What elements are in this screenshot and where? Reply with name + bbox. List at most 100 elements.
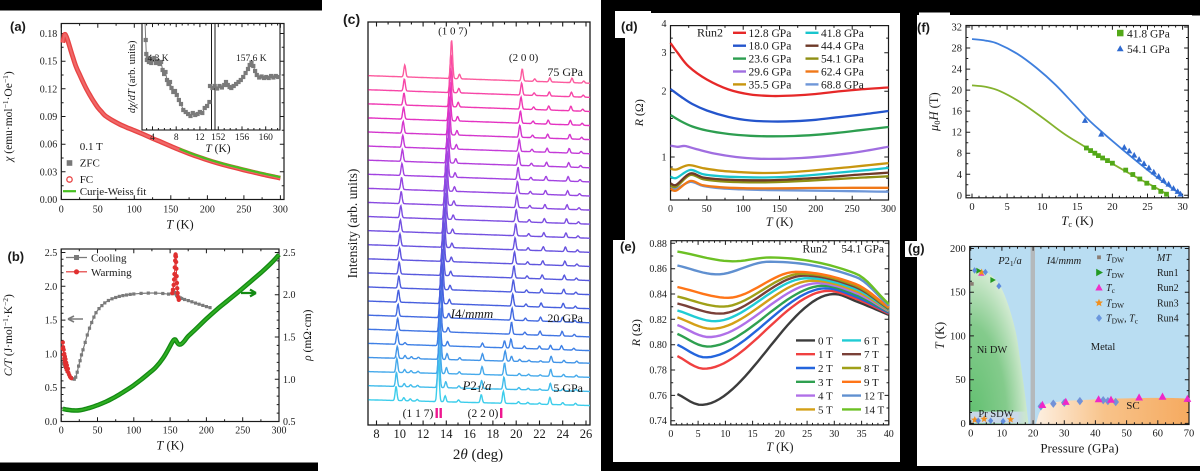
svg-text:4: 4 — [150, 133, 155, 143]
svg-text:150: 150 — [950, 288, 966, 299]
svg-text:(e): (e) — [620, 239, 636, 254]
svg-text:2.5: 2.5 — [283, 248, 296, 259]
svg-text:0: 0 — [968, 429, 973, 440]
svg-text:T (K): T (K) — [166, 218, 193, 232]
svg-text:0.18: 0.18 — [40, 29, 58, 40]
svg-text:50: 50 — [955, 375, 966, 386]
svg-text:70: 70 — [1184, 429, 1195, 440]
svg-text:12: 12 — [417, 427, 430, 441]
svg-text:20: 20 — [775, 429, 785, 440]
svg-text:0.78: 0.78 — [649, 366, 667, 377]
svg-text:Run1: Run1 — [1157, 268, 1179, 279]
svg-text:0.12: 0.12 — [40, 84, 58, 95]
svg-text:T (K): T (K) — [156, 439, 183, 453]
svg-text:4: 4 — [957, 170, 963, 181]
svg-text:(d): (d) — [621, 19, 638, 34]
svg-text:TDW: TDW — [1106, 268, 1125, 280]
svg-text:I4/mmm: I4/mmm — [450, 306, 494, 321]
svg-text:SC: SC — [1126, 400, 1139, 412]
svg-text:23.6 GPa: 23.6 GPa — [749, 54, 792, 66]
svg-text:T (K): T (K) — [766, 440, 793, 454]
svg-text:5: 5 — [1004, 202, 1009, 213]
svg-text:Run2: Run2 — [697, 26, 723, 40]
svg-text:1.0: 1.0 — [283, 375, 296, 386]
svg-text:50: 50 — [93, 205, 103, 216]
svg-text:0.5: 0.5 — [45, 383, 58, 394]
svg-text:0: 0 — [957, 191, 962, 202]
svg-text:2.5: 2.5 — [45, 248, 58, 259]
svg-text:100: 100 — [127, 205, 142, 216]
svg-text:9 T: 9 T — [864, 377, 879, 389]
svg-text:250: 250 — [236, 205, 251, 216]
svg-text:0: 0 — [668, 429, 673, 440]
svg-text:TDW: TDW — [1106, 298, 1125, 310]
svg-text:24: 24 — [952, 65, 963, 76]
svg-text:150: 150 — [163, 426, 178, 437]
svg-text:8 T: 8 T — [864, 363, 879, 375]
svg-text:Cooling: Cooling — [91, 253, 127, 265]
svg-text:152: 152 — [211, 133, 226, 143]
svg-text:(a): (a) — [10, 19, 26, 34]
svg-text:3: 3 — [662, 48, 667, 59]
svg-text:4.3 K: 4.3 K — [148, 54, 169, 64]
svg-text:ρ (mΩ·cm): ρ (mΩ·cm) — [302, 309, 314, 362]
svg-text:41.8 GPa: 41.8 GPa — [821, 28, 864, 40]
svg-text:0.88: 0.88 — [649, 239, 667, 250]
svg-text:Run3: Run3 — [1157, 298, 1179, 309]
svg-text:8: 8 — [957, 149, 962, 160]
svg-text:T (K): T (K) — [766, 215, 793, 229]
svg-text:4: 4 — [662, 19, 667, 30]
svg-text:ZFC: ZFC — [80, 158, 100, 170]
svg-text:8: 8 — [373, 427, 379, 441]
svg-text:0.09: 0.09 — [40, 112, 58, 123]
svg-text:200: 200 — [808, 204, 823, 215]
svg-text:62.4 GPa: 62.4 GPa — [821, 67, 864, 79]
svg-text:Warming: Warming — [91, 267, 132, 279]
svg-text:Tc: Tc — [1106, 283, 1116, 295]
svg-text:2.0: 2.0 — [283, 290, 296, 301]
svg-text:54.1 GPa: 54.1 GPa — [821, 54, 864, 66]
svg-text:TDW: TDW — [1106, 253, 1125, 265]
svg-text:dχ/dT (arb. units): dχ/dT (arb. units) — [127, 40, 138, 113]
svg-text:(f): (f) — [917, 20, 930, 35]
svg-text:Run4: Run4 — [1157, 314, 1179, 325]
svg-text:μ0H (T): μ0H (T) — [927, 92, 942, 132]
svg-text:1.0: 1.0 — [45, 349, 58, 360]
svg-text:35: 35 — [857, 429, 867, 440]
svg-text:20 GPa: 20 GPa — [547, 311, 583, 325]
svg-text:157.6 K: 157.6 K — [236, 54, 267, 64]
svg-text:0: 0 — [668, 204, 673, 215]
svg-text:0.82: 0.82 — [649, 315, 667, 326]
svg-text:χ (emu·mol−1·Oe−1): χ (emu·mol−1·Oe−1) — [1, 71, 16, 163]
svg-text:16: 16 — [952, 107, 963, 118]
svg-text:0.15: 0.15 — [40, 57, 58, 68]
svg-text:(1 0 7): (1 0 7) — [438, 26, 468, 38]
svg-text:12.8 GPa: 12.8 GPa — [749, 28, 792, 40]
svg-text:25: 25 — [802, 429, 812, 440]
svg-text:200: 200 — [199, 426, 214, 437]
svg-text:35.5 GPa: 35.5 GPa — [749, 79, 792, 91]
svg-text:Tc (K): Tc (K) — [1061, 213, 1093, 229]
svg-text:24: 24 — [556, 427, 569, 441]
svg-text:40: 40 — [884, 429, 894, 440]
svg-text:Run2: Run2 — [803, 244, 828, 256]
svg-text:0.86: 0.86 — [649, 264, 667, 275]
svg-text:20: 20 — [510, 427, 523, 441]
svg-text:3 T: 3 T — [818, 377, 833, 389]
svg-text:15: 15 — [748, 429, 758, 440]
svg-text:(g): (g) — [908, 241, 925, 256]
svg-text:R (Ω): R (Ω) — [632, 99, 646, 127]
svg-text:1.5: 1.5 — [45, 316, 58, 327]
svg-text:20: 20 — [952, 86, 963, 97]
svg-text:20: 20 — [1028, 429, 1039, 440]
svg-text:0.80: 0.80 — [649, 340, 667, 351]
svg-text:18.0 GPa: 18.0 GPa — [749, 41, 792, 53]
svg-text:(2 2 0): (2 2 0) — [468, 408, 499, 420]
svg-text:FC: FC — [80, 174, 93, 186]
svg-text:TDW, Tc: TDW, Tc — [1106, 314, 1139, 326]
svg-text:4 T: 4 T — [818, 391, 833, 403]
svg-text:44.4 GPa: 44.4 GPa — [821, 41, 864, 53]
svg-text:1.5: 1.5 — [283, 333, 296, 344]
svg-text:60: 60 — [1153, 429, 1164, 440]
svg-text:22: 22 — [533, 427, 546, 441]
